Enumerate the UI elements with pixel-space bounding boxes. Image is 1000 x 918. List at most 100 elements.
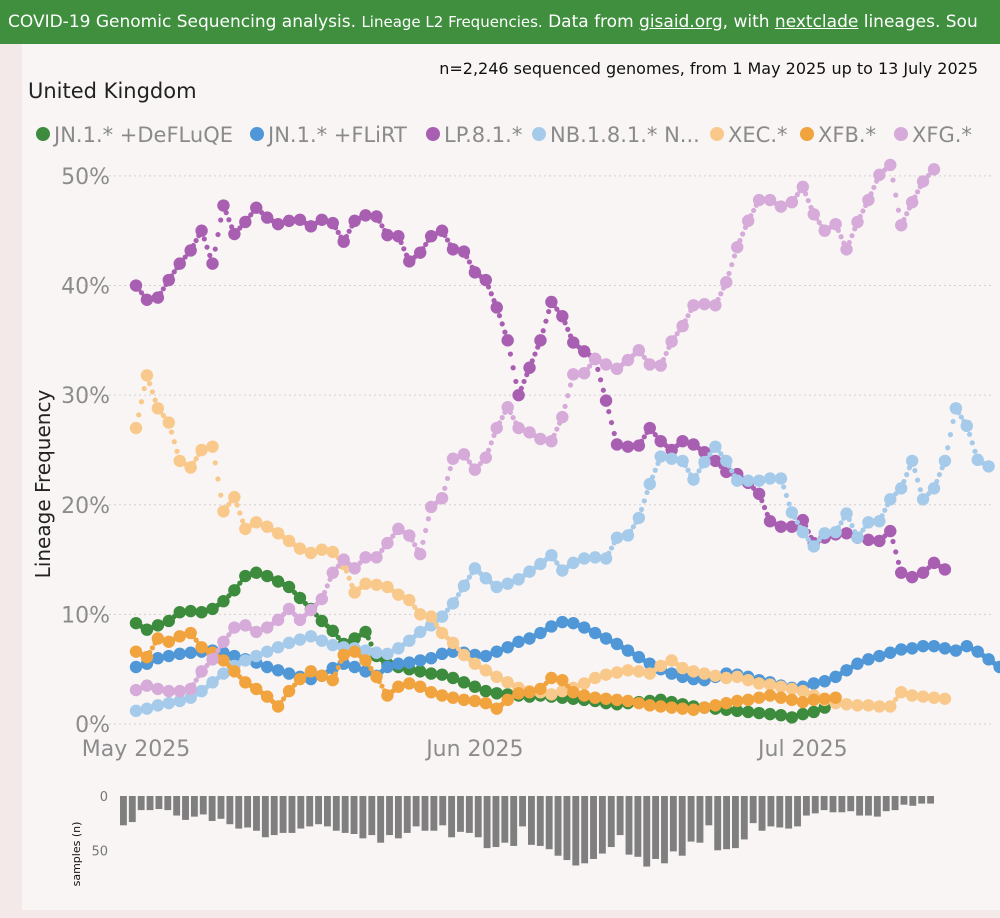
gisaid-link[interactable]: gisaid.org (639, 12, 723, 32)
data-point (414, 246, 427, 259)
legend-label: JN.1.* +DeFLuQE (52, 123, 233, 147)
data-point (348, 632, 361, 645)
legend-item[interactable]: NB.1.8.1.* N... (532, 123, 700, 147)
data-point (862, 533, 875, 547)
data-point (151, 291, 165, 304)
legend-item[interactable]: LP.8.1.* (426, 123, 522, 147)
samples-bar (598, 796, 606, 854)
data-point (414, 665, 427, 678)
legend-item[interactable]: XEC.* (710, 123, 788, 147)
samples-bar (412, 796, 420, 827)
samples-bar (288, 796, 296, 833)
data-point (938, 563, 952, 576)
samples-bar (829, 796, 837, 813)
data-point (446, 636, 460, 650)
series-line-dot (204, 244, 210, 250)
data-point (796, 684, 810, 698)
data-point (643, 358, 656, 371)
data-point (709, 669, 722, 682)
legend-item[interactable]: XFG.* (894, 123, 972, 147)
samples-bar (536, 796, 544, 846)
series-line-dot (237, 510, 243, 516)
data-point (479, 696, 493, 710)
data-point (184, 461, 197, 474)
data-point (709, 454, 722, 468)
data-point (140, 623, 154, 636)
data-point (370, 646, 383, 659)
series-line-dot (895, 559, 902, 565)
nextclade-link[interactable]: nextclade (774, 12, 859, 32)
data-point (545, 548, 558, 562)
data-point (228, 665, 241, 678)
data-point (905, 689, 919, 702)
legend-label: XFB.* (818, 123, 876, 147)
data-point (304, 220, 318, 233)
data-point (370, 670, 383, 684)
data-point (140, 369, 154, 382)
data-point (884, 646, 897, 659)
series-line-dot (849, 233, 855, 239)
data-point (982, 653, 995, 666)
data-point (610, 693, 624, 707)
series-line-dot (390, 533, 396, 539)
data-point (129, 616, 143, 630)
data-point (807, 677, 820, 690)
samples-bar (581, 796, 589, 864)
series-line-dot (226, 632, 232, 638)
data-point (709, 699, 722, 712)
series-line-dot (212, 460, 218, 466)
legend-item[interactable]: JN.1.* +DeFLuQE (36, 123, 233, 147)
data-point (140, 293, 154, 306)
data-point (424, 686, 438, 699)
series-line-dot (950, 418, 956, 425)
data-point (381, 689, 394, 702)
data-point (370, 551, 383, 564)
series-line-dot (368, 666, 374, 672)
samples-bar (767, 796, 775, 827)
series-line-dot (346, 575, 352, 581)
data-point (774, 520, 788, 533)
data-point (774, 691, 788, 704)
data-point (709, 299, 722, 312)
data-point (818, 224, 831, 237)
data-point (304, 546, 318, 560)
data-point (698, 297, 711, 311)
series-line-dot (226, 217, 232, 223)
data-point (293, 213, 307, 226)
series-line-dot (280, 696, 287, 702)
data-point (643, 699, 656, 712)
data-point (763, 472, 777, 485)
data-point (599, 358, 613, 371)
legend-item[interactable]: XFB.* (800, 123, 876, 147)
data-point (260, 211, 274, 224)
samples-bar (820, 796, 828, 811)
data-point (949, 402, 963, 415)
chart-subtitle: n=2,246 sequenced genomes, from 1 May 20… (439, 59, 978, 78)
legend-item[interactable]: JN.1.* +FLiRT (250, 123, 407, 147)
data-point (610, 531, 624, 544)
data-point (523, 426, 536, 439)
series-line-dot (729, 262, 735, 268)
data-point (610, 666, 624, 679)
legend-marker (532, 127, 546, 141)
data-point (807, 540, 820, 553)
data-point (239, 619, 252, 632)
data-point (162, 635, 175, 648)
data-point (905, 642, 919, 655)
x-tick-label: Jul 2025 (756, 737, 848, 762)
data-point (403, 677, 416, 690)
samples-bar (776, 796, 784, 828)
samples-bar (909, 796, 917, 806)
data-point (676, 319, 689, 333)
data-point (173, 694, 186, 708)
data-point (895, 219, 908, 232)
samples-bar (900, 796, 908, 805)
data-point (162, 649, 175, 663)
data-point (414, 680, 427, 693)
samples-bar (208, 796, 216, 821)
legend: JN.1.* +DeFLuQE JN.1.* +FLiRT LP.8.1.* NB.1… (36, 123, 972, 147)
data-point (862, 516, 875, 529)
data-point (315, 634, 329, 647)
data-point (403, 255, 416, 268)
data-point (862, 193, 875, 207)
